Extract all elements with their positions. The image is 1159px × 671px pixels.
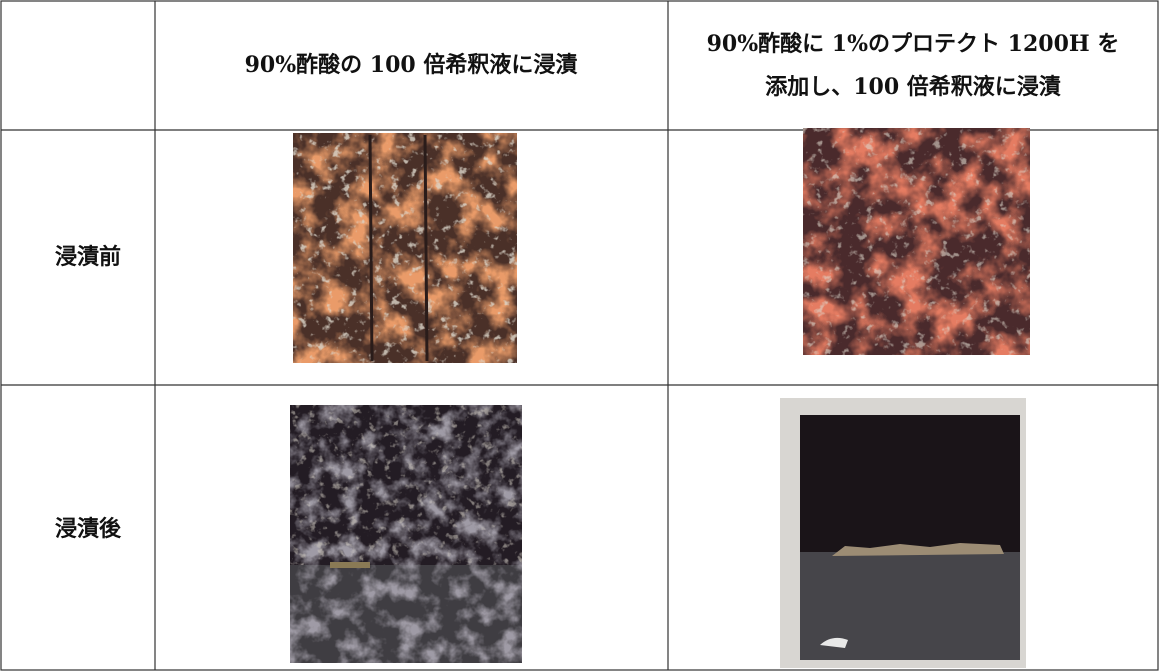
photo-before-acid bbox=[293, 133, 517, 363]
seam bbox=[368, 134, 374, 362]
column-header: 90%酢酸の 100 倍希釈液に浸漬 bbox=[245, 52, 578, 78]
waterline bbox=[832, 543, 1004, 556]
column-header: 添加し、100 倍希釈液に浸漬 bbox=[765, 74, 1061, 100]
photo-before-protect bbox=[803, 128, 1030, 355]
seam bbox=[423, 134, 429, 362]
column-header: 90%酢酸に 1%のプロテクト 1200H を bbox=[707, 31, 1120, 57]
photo-after-protect bbox=[780, 398, 1026, 668]
reflection bbox=[820, 637, 848, 648]
speck-texture bbox=[290, 405, 522, 565]
speck-texture bbox=[293, 133, 517, 363]
speck-texture bbox=[803, 128, 1030, 355]
waterline bbox=[330, 562, 370, 568]
photo-after-acid bbox=[290, 405, 522, 663]
row-label: 浸漬後 bbox=[55, 516, 122, 542]
row-label: 浸漬前 bbox=[55, 244, 121, 270]
